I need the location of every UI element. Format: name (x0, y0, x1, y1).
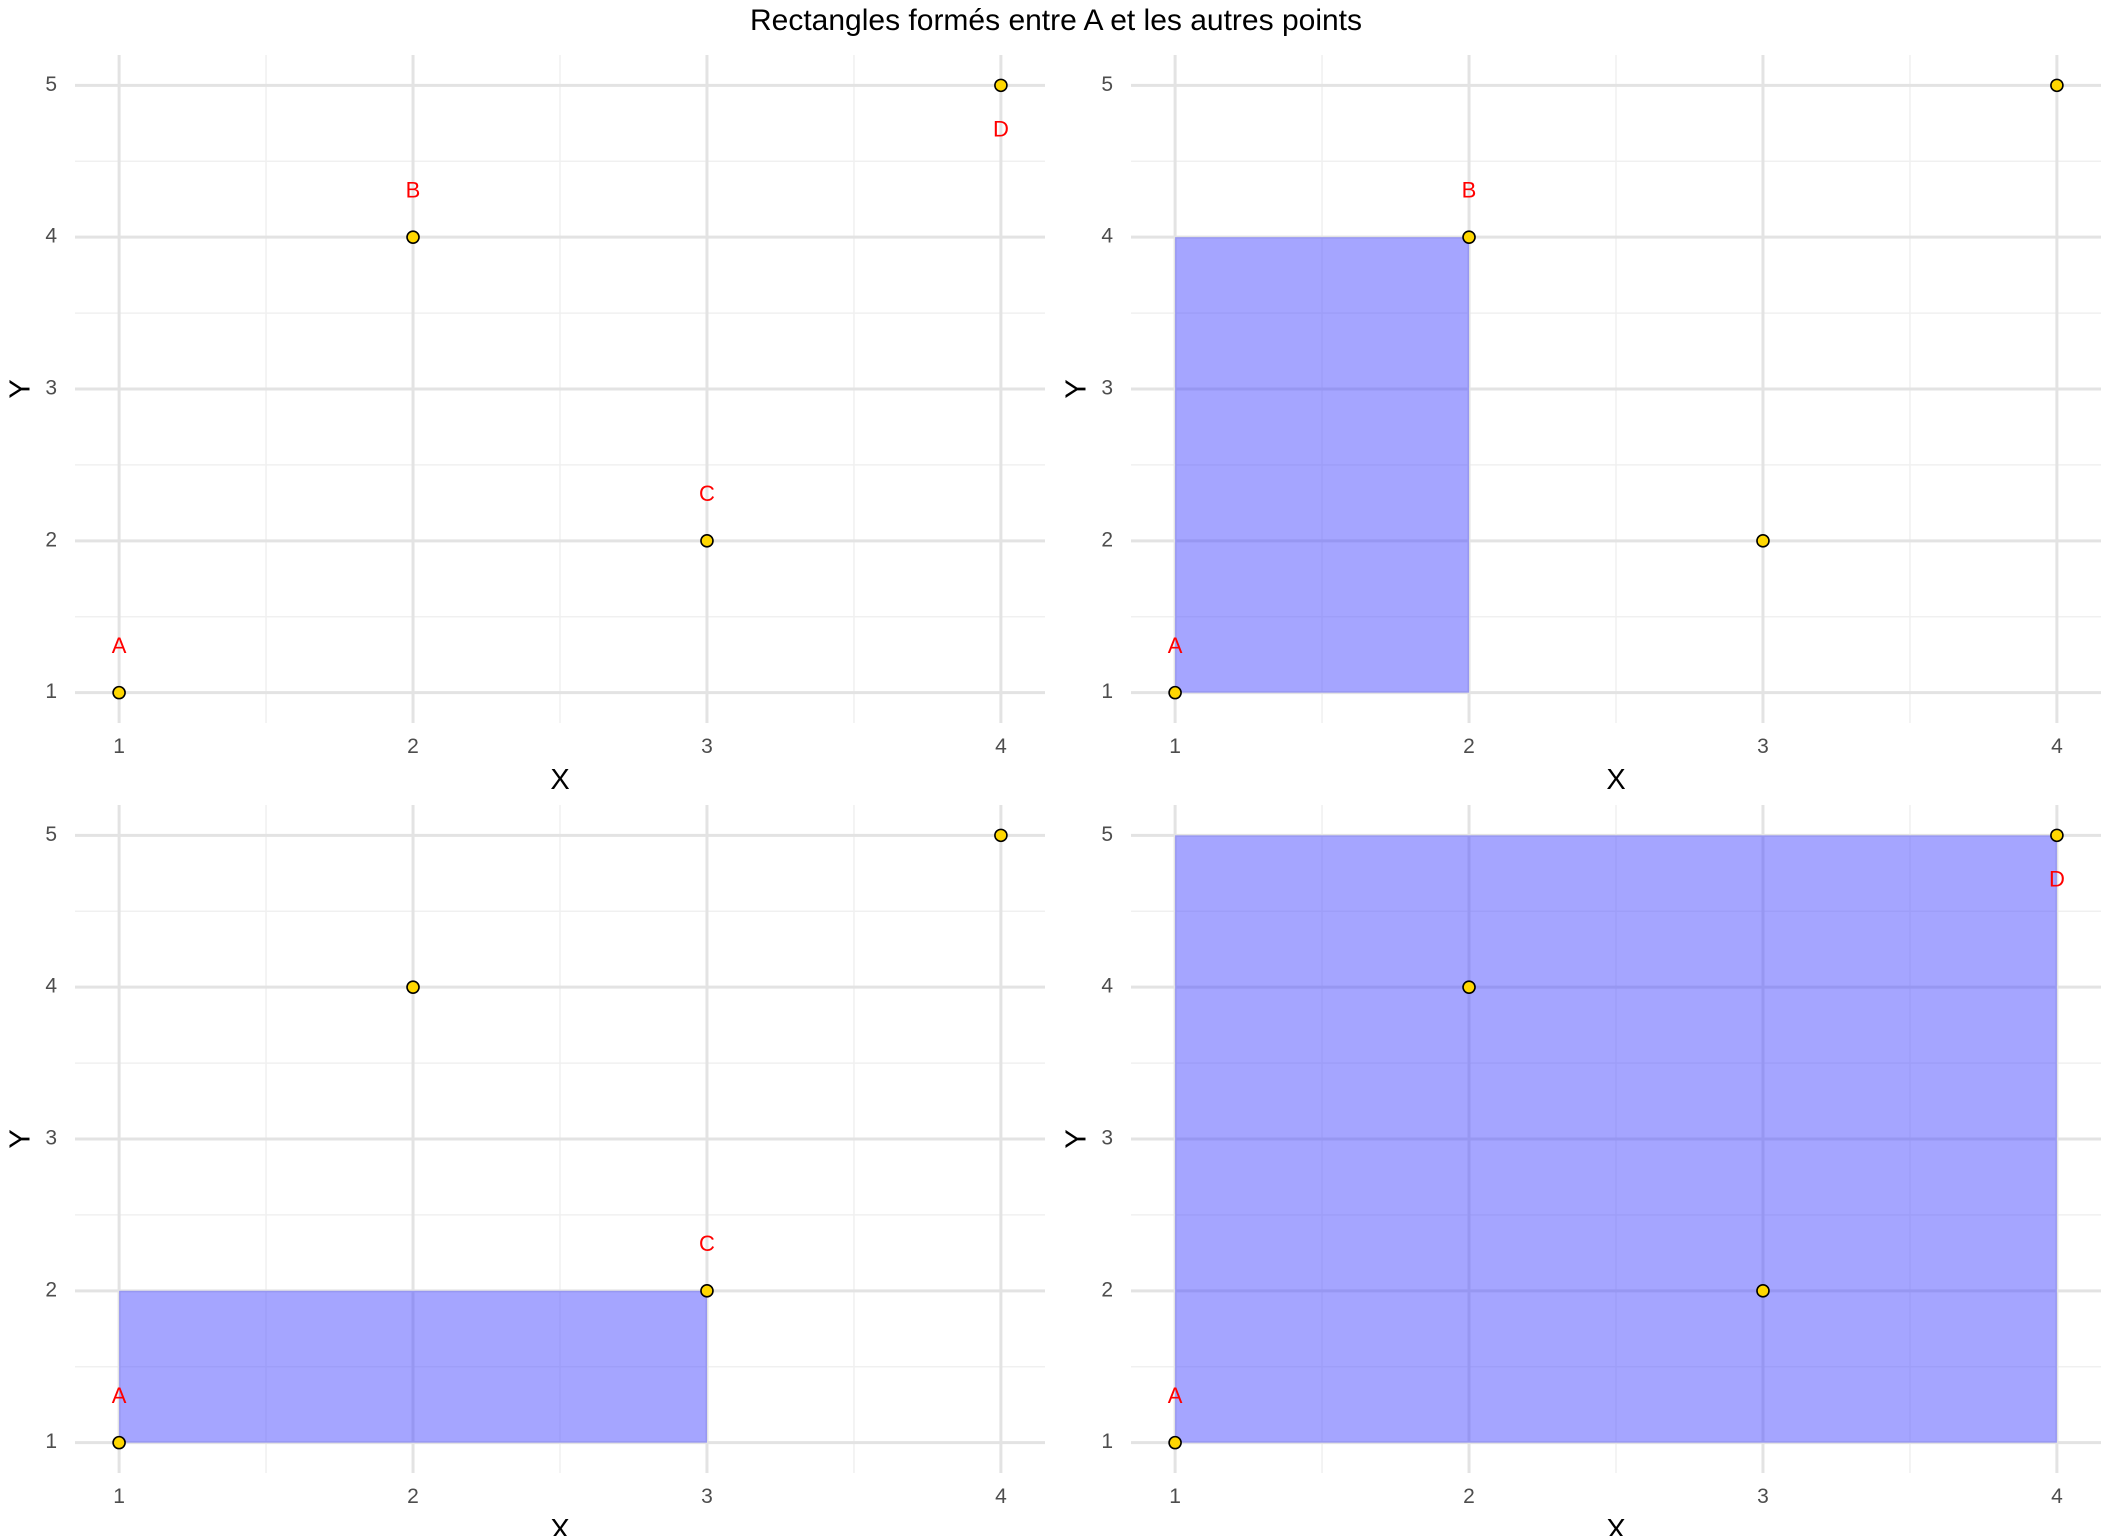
y-tick-label: 2 (1101, 1278, 1113, 1301)
y-tick-label: 4 (45, 225, 57, 248)
point-label-a: A (112, 1383, 127, 1408)
rectangle-area (1175, 237, 1470, 693)
y-axis-title: Y (5, 1129, 37, 1148)
x-tick-label: 4 (2051, 735, 2063, 758)
y-tick-label: 3 (1101, 1127, 1113, 1150)
point-label-a: A (1168, 633, 1183, 658)
figure-title: Rectangles formés entre A et les autres … (750, 4, 1362, 37)
panel-4-plot: A D 1 2 3 4 1 2 3 4 5 X Y (1061, 805, 2101, 1536)
y-tick-label: 3 (1101, 377, 1113, 400)
point-a (1168, 1435, 1182, 1450)
panel-3: A C 1 2 3 4 1 2 3 4 5 X Y (0, 790, 1056, 1536)
x-tick-label: 2 (407, 1485, 419, 1508)
point-a (112, 685, 126, 700)
y-tick-label: 2 (1101, 528, 1113, 551)
x-tick-label: 1 (1169, 735, 1181, 758)
y-axis-title: Y (5, 379, 37, 398)
panel-1: A B C D 1 2 3 4 1 2 3 4 5 X Y (0, 40, 1056, 796)
y-tick-label: 1 (45, 680, 57, 703)
x-axis-title: X (550, 764, 569, 796)
y-tick-label: 5 (45, 73, 57, 96)
y-tick-label: 2 (45, 528, 57, 551)
x-tick-label: 4 (995, 735, 1007, 758)
panel-3-plot: A C 1 2 3 4 1 2 3 4 5 X Y (5, 805, 1045, 1536)
y-tick-label: 5 (1101, 73, 1113, 96)
y-tick-label: 2 (45, 1278, 57, 1301)
point-a (1168, 685, 1182, 700)
point-label-c: C (699, 1231, 715, 1256)
point-label-d: D (993, 117, 1009, 142)
point-c (1756, 534, 1770, 548)
point-b (1462, 980, 1476, 994)
point-a (112, 1435, 126, 1450)
x-tick-label: 4 (995, 1485, 1007, 1508)
y-axis-title: Y (1061, 379, 1093, 398)
rectangle-area (1175, 835, 2057, 1443)
rectangle-area (119, 1290, 707, 1443)
point-label-a: A (1168, 1383, 1183, 1408)
panel-1-plot: A B C D 1 2 3 4 1 2 3 4 5 X Y (5, 55, 1045, 796)
y-tick-label: 1 (45, 1430, 57, 1453)
y-tick-label: 3 (45, 377, 57, 400)
x-tick-label: 3 (1757, 735, 1769, 758)
x-tick-label: 3 (701, 735, 713, 758)
x-tick-label: 1 (1169, 1485, 1181, 1508)
x-axis-title: X (1606, 1514, 1625, 1536)
point-b (1462, 230, 1476, 244)
x-tick-label: 2 (407, 735, 419, 758)
y-tick-label: 1 (1101, 1430, 1113, 1453)
panel-2-plot: A B 1 2 3 4 1 2 3 4 5 X Y (1061, 55, 2101, 796)
point-d (2050, 78, 2064, 93)
y-tick-label: 4 (1101, 225, 1113, 248)
x-tick-label: 2 (1463, 1485, 1475, 1508)
point-label-b: B (406, 177, 421, 202)
point-label-b: B (1462, 177, 1477, 202)
point-c (700, 534, 714, 548)
x-tick-label: 4 (2051, 1485, 2063, 1508)
y-tick-label: 4 (1101, 975, 1113, 998)
point-d (994, 78, 1008, 93)
point-d (2050, 828, 2064, 843)
x-tick-label: 3 (701, 1485, 713, 1508)
point-d (994, 828, 1008, 843)
point-label-d: D (2049, 867, 2065, 892)
y-tick-label: 1 (1101, 680, 1113, 703)
y-tick-label: 5 (45, 823, 57, 846)
x-tick-label: 3 (1757, 1485, 1769, 1508)
panel-2: A B 1 2 3 4 1 2 3 4 5 X Y (1056, 40, 2112, 796)
point-c (700, 1284, 714, 1298)
y-axis-title: Y (1061, 1129, 1093, 1148)
x-tick-label: 1 (113, 735, 125, 758)
point-label-c: C (699, 481, 715, 506)
x-axis-title: X (550, 1514, 569, 1536)
point-c (1756, 1284, 1770, 1298)
y-tick-label: 4 (45, 975, 57, 998)
x-tick-label: 1 (113, 1485, 125, 1508)
x-axis-title: X (1606, 764, 1625, 796)
y-tick-label: 3 (45, 1127, 57, 1150)
point-b (406, 980, 420, 994)
point-label-a: A (112, 633, 127, 658)
x-tick-label: 2 (1463, 735, 1475, 758)
panel-4: A D 1 2 3 4 1 2 3 4 5 X Y (1056, 790, 2112, 1536)
point-b (406, 230, 420, 244)
y-tick-label: 5 (1101, 823, 1113, 846)
